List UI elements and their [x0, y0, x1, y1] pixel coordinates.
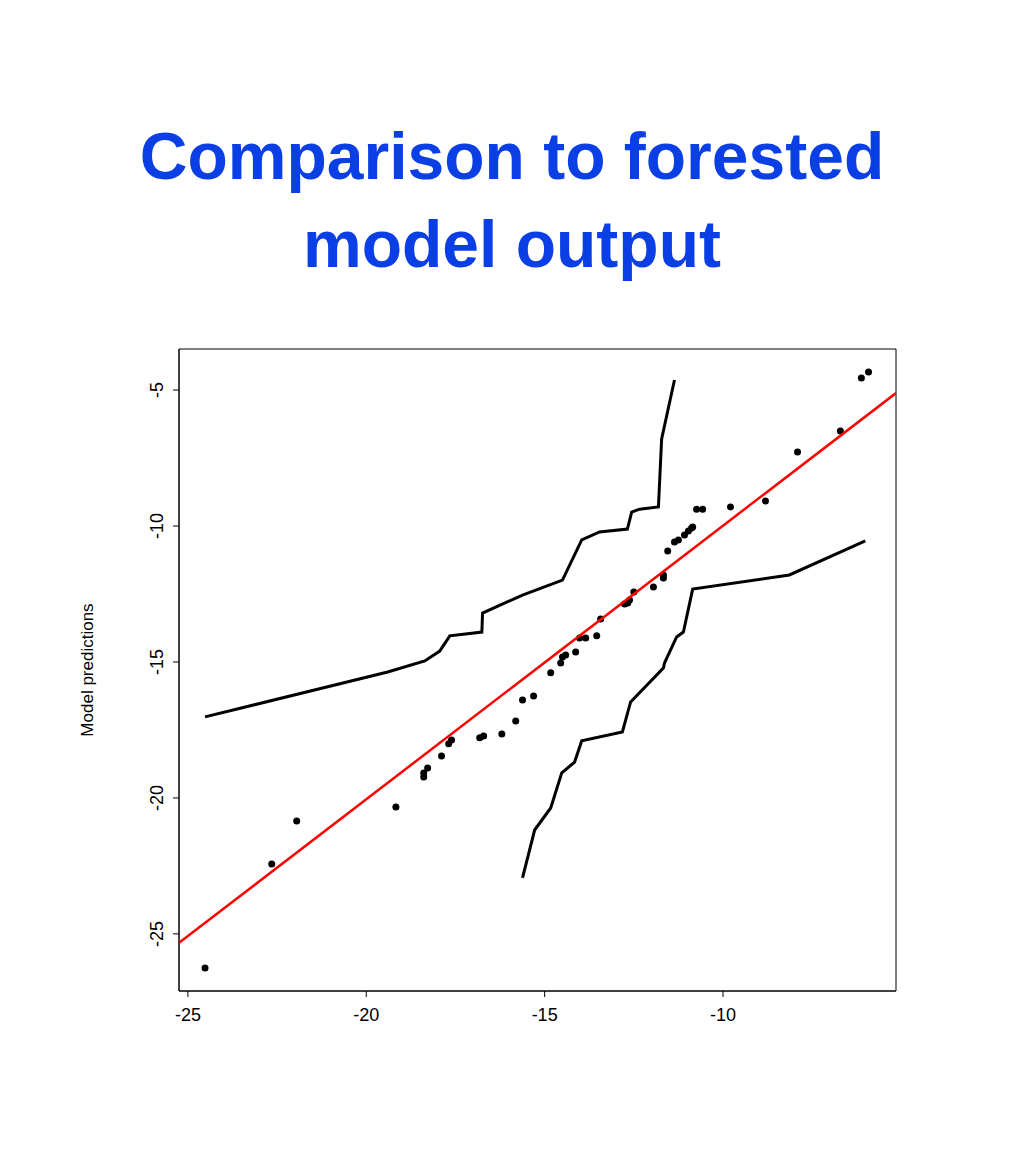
svg-text:-20: -20 [353, 1005, 379, 1025]
svg-text:Model predictions: Model predictions [78, 603, 97, 736]
html-text:Comparison to forested model o: Comparison to forested model output [139, 119, 885, 281]
svg-text:-10: -10 [710, 1005, 736, 1025]
svg-text:-15: -15 [147, 649, 167, 675]
svg-text:-5: -5 [147, 382, 167, 398]
svg-text:-25: -25 [175, 1005, 201, 1025]
svg-text:-15: -15 [532, 1005, 558, 1025]
svg-text:-25: -25 [147, 921, 167, 947]
svg-text:-10: -10 [147, 513, 167, 539]
svg-text:-20: -20 [147, 785, 167, 811]
